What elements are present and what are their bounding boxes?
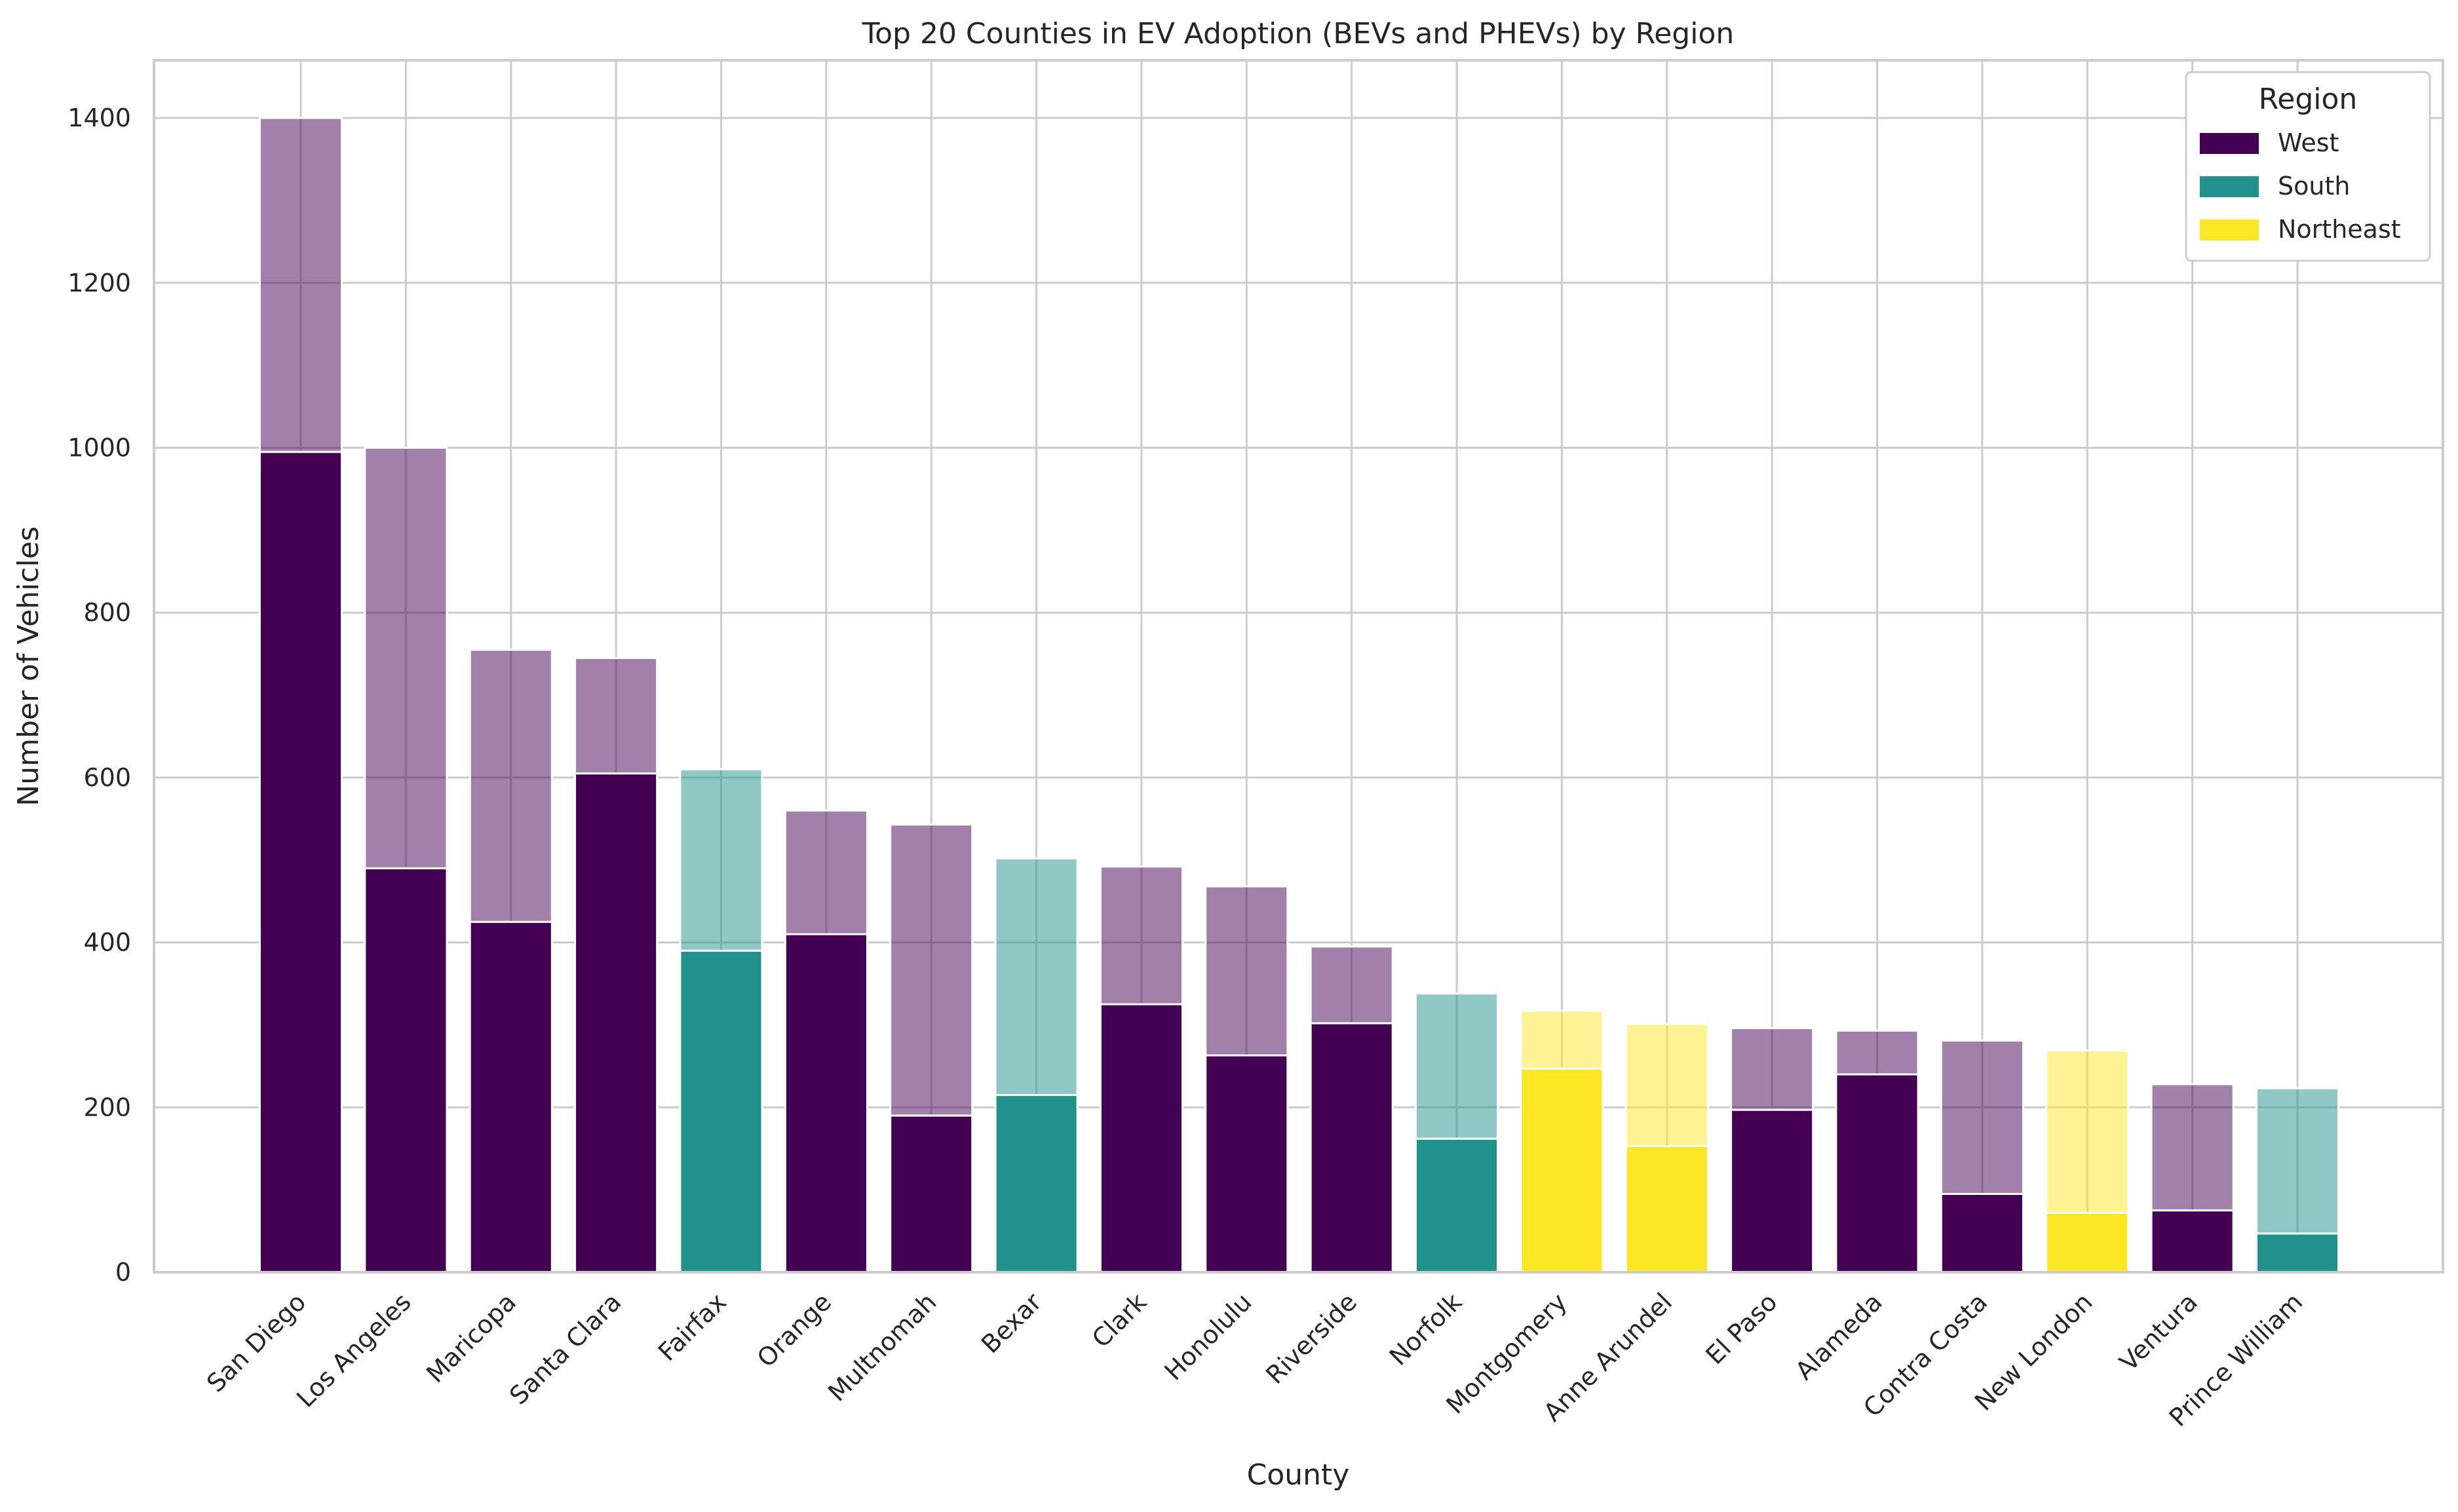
y-tick-labels: 0 200 400 600 800 1000 1200 1400 [67, 104, 131, 1287]
bar-lower [1835, 1073, 1919, 1274]
y-tick-label: 0 [115, 1258, 131, 1287]
x-tick-label: Ventura [2114, 1287, 2203, 1376]
x-tick-label: Multnomah [822, 1287, 942, 1407]
y-tick-label: 1000 [67, 433, 131, 462]
bar-lower [364, 867, 448, 1274]
bar-lower [1415, 1137, 1499, 1274]
legend-label: West [2278, 128, 2339, 157]
x-tick-label: Riverside [1260, 1287, 1362, 1389]
y-tick-label: 800 [83, 598, 131, 627]
x-tick-label: Bexar [976, 1287, 1047, 1359]
plot-frame [153, 59, 2444, 1274]
legend-swatch [2200, 133, 2259, 154]
legend-entries: West South Northeast [2200, 128, 2401, 244]
bar-lower [1099, 1003, 1183, 1274]
legend-frame [2185, 71, 2431, 262]
bar-lower [258, 451, 343, 1274]
bar-upper [1520, 1010, 1604, 1070]
bar-upper [469, 649, 553, 923]
y-tick-label: 600 [83, 763, 131, 792]
legend-swatch [2200, 219, 2259, 240]
x-tick-label: Maricopa [421, 1287, 522, 1388]
y-tick-label: 200 [83, 1093, 131, 1122]
bar-lower [889, 1114, 974, 1274]
legend-title: Region [2259, 83, 2358, 116]
x-tick-label: Alameda [1790, 1287, 1888, 1386]
bar-upper [1099, 865, 1183, 1006]
bar-lower [994, 1093, 1079, 1274]
y-tick-label: 1200 [67, 269, 131, 297]
x-tick-label: Clark [1086, 1287, 1152, 1353]
bar-upper [364, 446, 448, 869]
bar-lower [574, 772, 659, 1274]
bar-upper [574, 656, 659, 775]
bar-lower [2150, 1209, 2235, 1274]
bar-upper [1730, 1027, 1815, 1111]
bar-lower [784, 933, 868, 1274]
x-tick-label: San Diego [201, 1287, 311, 1397]
x-tick-label: Honolulu [1159, 1287, 1257, 1386]
bars-layer [258, 117, 2340, 1274]
bar-upper [784, 809, 868, 936]
x-tick-label: Norfolk [1384, 1287, 1468, 1371]
bar-lower [469, 920, 553, 1274]
bar-upper [1624, 1023, 1709, 1147]
legend-label: Northeast [2278, 215, 2401, 244]
bar-lower [1940, 1192, 2024, 1274]
bar-lower [2255, 1232, 2340, 1274]
bar-upper [1309, 945, 1394, 1025]
bar-lower [1730, 1108, 1815, 1274]
bar-lower [1204, 1054, 1289, 1274]
bar-upper [1835, 1029, 1919, 1076]
chart-title: Top 20 Counties in EV Adoption (BEVs and… [862, 17, 1735, 50]
bar-upper [1940, 1039, 2024, 1195]
x-tick-label: El Paso [1700, 1287, 1783, 1370]
bar-upper [258, 117, 343, 453]
bar-upper [1415, 992, 1499, 1140]
bar-lower [2045, 1211, 2130, 1274]
y-tick-label: 1400 [67, 104, 131, 132]
y-tick-label: 400 [83, 928, 131, 957]
bar-lower [679, 949, 763, 1274]
bar-lower [1520, 1067, 1604, 1274]
x-tick-label: Orange [752, 1287, 837, 1372]
bar-upper [1204, 885, 1289, 1057]
legend: Region West South Northeast [2185, 71, 2431, 262]
bar-upper [889, 823, 974, 1117]
bar-lower [1624, 1144, 1709, 1274]
x-axis-label: County [1247, 1458, 1350, 1492]
bar-upper [994, 857, 1079, 1096]
x-tick-label: Fairfax [653, 1287, 732, 1367]
legend-label: South [2278, 172, 2350, 200]
y-axis-label: Number of Vehicles [12, 526, 45, 806]
bar-upper [2150, 1083, 2235, 1212]
legend-swatch [2200, 176, 2259, 197]
bar-upper [679, 768, 763, 952]
x-tick-label: Santa Clara [504, 1287, 626, 1410]
bar-upper [2045, 1049, 2130, 1214]
bar-lower [1309, 1022, 1394, 1274]
bar-upper [2255, 1087, 2340, 1235]
